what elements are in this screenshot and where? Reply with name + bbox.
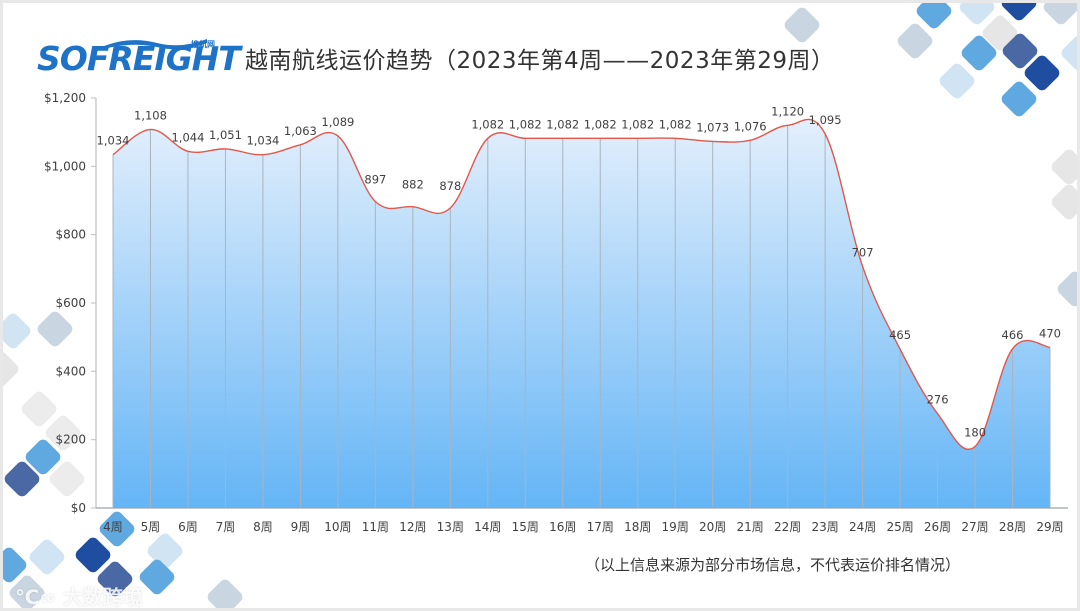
decorative-diamond	[205, 577, 245, 608]
data-label: 470	[1039, 326, 1061, 340]
x-tick-label: 20周	[699, 520, 726, 534]
data-label: 1,082	[471, 117, 504, 131]
y-tick-label: $1,200	[44, 91, 86, 105]
x-tick-label: 12周	[399, 520, 426, 534]
y-tick-label: $800	[55, 228, 86, 242]
source-note: （以上信息来源为部分市场信息，不代表运价排名情况）	[585, 556, 961, 574]
data-label: 1,034	[246, 134, 279, 148]
x-tick-label: 6周	[178, 520, 198, 534]
data-label: 466	[1002, 328, 1024, 342]
x-tick-label: 10周	[324, 520, 351, 534]
logo-text: SOFREIGHT	[37, 39, 241, 78]
data-label: 897	[364, 173, 386, 187]
data-label: 1,044	[171, 130, 204, 144]
data-label: 1,082	[659, 117, 692, 131]
y-tick-label: $400	[55, 364, 86, 378]
y-tick-label: $600	[55, 296, 86, 310]
data-label: 1,120	[771, 104, 804, 118]
data-label: 1,082	[621, 117, 654, 131]
data-label: 276	[927, 393, 949, 407]
y-tick-label: $0	[71, 501, 86, 515]
x-tick-label: 17周	[587, 520, 614, 534]
area-chart: $0 $200 $400 $600 $800 $1,000 $1,200 4周 5周 6周 7周 8周…	[44, 91, 1068, 534]
x-tick-label: 9周	[291, 520, 311, 534]
data-label: 1,063	[284, 124, 317, 138]
x-tick-label: 23周	[811, 520, 838, 534]
x-tick-label: 21周	[737, 520, 764, 534]
data-label: 1,051	[209, 128, 242, 142]
sofreight-logo: SOFREIGHT 搜航网	[37, 39, 241, 79]
x-tick-label: 19周	[662, 520, 689, 534]
x-tick-label: 14周	[474, 520, 501, 534]
data-label: 1,034	[97, 134, 130, 148]
data-label: 1,082	[584, 117, 617, 131]
y-tick-label: $200	[55, 433, 86, 447]
data-label: 1,089	[321, 115, 354, 129]
x-tick-label: 29周	[1036, 520, 1063, 534]
x-tick-label: 27周	[961, 520, 988, 534]
wave-icon	[97, 39, 207, 51]
logo-subtitle: 搜航网	[191, 40, 215, 49]
area-fill	[113, 119, 1050, 508]
data-label: 180	[964, 426, 986, 440]
data-label: 1,082	[509, 117, 542, 131]
x-tick-label: 25周	[886, 520, 913, 534]
x-tick-label: 22周	[774, 520, 801, 534]
watermark-logo-icon: ℃∞	[15, 585, 63, 608]
data-label: 882	[402, 178, 424, 192]
x-tick-label: 24周	[849, 520, 876, 534]
slide-frame: SOFREIGHT 搜航网 越南航线运价趋势（2023年第4周——2023年第2…	[3, 3, 1077, 608]
x-tick-label: 8周	[253, 520, 273, 534]
x-tick-label: 11周	[362, 520, 389, 534]
x-tick-label: 16周	[549, 520, 576, 534]
y-tick-label: $1,000	[44, 159, 86, 173]
data-label: 1,095	[809, 113, 842, 127]
x-tick-label: 4周	[103, 520, 123, 534]
x-tick-label: 28周	[999, 520, 1026, 534]
data-label: 1,076	[734, 119, 767, 133]
price-line	[112, 118, 1051, 450]
watermark-text: 大数跨境	[62, 585, 143, 608]
chart-title: 越南航线运价趋势（2023年第4周——2023年第29周）	[245, 48, 835, 74]
x-tick-label: 7周	[216, 520, 236, 534]
x-tick-label: 13周	[437, 520, 464, 534]
x-tick-label: 5周	[141, 520, 161, 534]
data-label: 1,108	[134, 108, 167, 122]
data-label: 1,073	[696, 120, 729, 134]
x-tick-label: 26周	[924, 520, 951, 534]
data-label: 1,082	[546, 117, 579, 131]
data-label: 878	[439, 179, 461, 193]
data-label: 465	[889, 328, 911, 342]
x-tick-label: 18周	[624, 520, 651, 534]
watermark: ℃∞ 大数跨境	[15, 581, 143, 608]
x-tick-label: 15周	[512, 520, 539, 534]
data-label: 707	[852, 245, 874, 259]
